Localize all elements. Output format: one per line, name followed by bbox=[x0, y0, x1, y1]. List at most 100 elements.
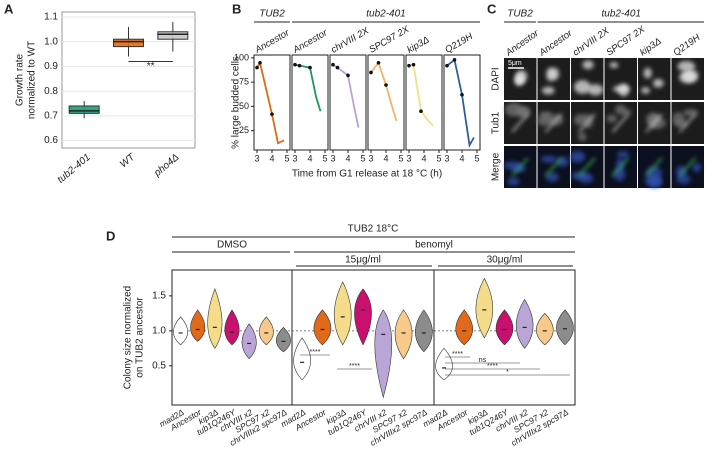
violin bbox=[455, 309, 473, 346]
y-tick-label: 50 bbox=[239, 101, 249, 111]
cell-blob bbox=[574, 80, 591, 94]
violin bbox=[394, 309, 413, 360]
x-tick-label: 3 bbox=[444, 153, 449, 163]
violin bbox=[515, 298, 534, 349]
cell-blob bbox=[692, 162, 701, 172]
panel-title: Ancestor bbox=[290, 27, 330, 56]
header: TUB2 18°C bbox=[348, 224, 399, 235]
annotation: ** bbox=[147, 61, 155, 72]
x-tick-label: 4 bbox=[383, 153, 388, 163]
panel-title: Q219H bbox=[443, 31, 475, 56]
annotation: * bbox=[506, 369, 509, 376]
point bbox=[297, 63, 302, 68]
y-tick-label: 0.9 bbox=[44, 61, 58, 72]
x-tick-label: 3 bbox=[292, 153, 297, 163]
violin bbox=[354, 288, 372, 346]
cell-blob bbox=[648, 117, 666, 129]
cell-blob bbox=[679, 71, 696, 84]
spindle bbox=[578, 157, 596, 177]
x-tick-label: 4 bbox=[459, 153, 464, 163]
spindle bbox=[645, 113, 663, 133]
x-tick-label: 3 bbox=[254, 153, 259, 163]
line bbox=[294, 63, 322, 112]
row-label: Merge bbox=[491, 152, 502, 181]
panel-letter: D bbox=[106, 228, 115, 243]
y-tick-label: 25 bbox=[239, 125, 249, 135]
micrograph bbox=[638, 58, 671, 100]
panel-title: SPC97 2X bbox=[367, 24, 411, 56]
x-tick-label: 5 bbox=[474, 153, 479, 163]
x-tick-label: WT bbox=[118, 151, 138, 170]
header: tub2-401 bbox=[366, 9, 405, 20]
line bbox=[446, 58, 475, 148]
panel-title: kip3Δ bbox=[405, 34, 431, 55]
y-tick-label: 0.5 bbox=[152, 360, 166, 371]
y-tick-label: 75 bbox=[239, 77, 249, 87]
spindle bbox=[678, 113, 697, 133]
y-axis-label: Colony size normalized bbox=[123, 286, 134, 389]
row-label: DAPI bbox=[491, 67, 502, 90]
spindle bbox=[511, 113, 529, 133]
column-title: Ancestor bbox=[537, 28, 576, 60]
x-tick-label: 5 bbox=[398, 153, 403, 163]
x-tick-label: 3 bbox=[368, 153, 373, 163]
cell-blob bbox=[613, 167, 626, 181]
annotation: **** bbox=[310, 349, 321, 356]
y-axis-label: normalized to WT bbox=[27, 41, 38, 119]
point bbox=[308, 65, 312, 70]
cell-blob bbox=[676, 174, 691, 184]
scale-bar: 5μm bbox=[508, 60, 522, 67]
dose: 30μg/ml bbox=[487, 255, 523, 266]
spindle bbox=[578, 113, 596, 133]
y-tick-label: 1.1 bbox=[44, 12, 58, 23]
treatment: benomyl bbox=[415, 240, 453, 251]
spindle bbox=[611, 157, 630, 177]
cell-blob bbox=[541, 86, 555, 95]
x-axis-label: Time from G1 release at 18 °C (h) bbox=[292, 169, 442, 180]
panel-letter: B bbox=[232, 1, 241, 16]
point bbox=[331, 62, 335, 67]
cell-blob bbox=[569, 150, 586, 163]
cell-blob bbox=[616, 158, 625, 171]
violin bbox=[241, 323, 257, 360]
treatment: DMSO bbox=[217, 240, 247, 251]
point bbox=[335, 65, 340, 70]
panel-frame bbox=[253, 54, 291, 151]
point bbox=[293, 62, 297, 67]
y-tick-label: 1.5 bbox=[152, 291, 166, 302]
violin bbox=[333, 281, 352, 346]
cell-blob bbox=[546, 67, 555, 82]
y-axis-label: % large budded cells bbox=[231, 56, 242, 149]
panel-frame bbox=[329, 54, 367, 151]
violin bbox=[475, 277, 494, 339]
line bbox=[408, 63, 434, 127]
column-title: kip3Δ bbox=[638, 36, 664, 59]
x-tick-label: 4 bbox=[307, 153, 312, 163]
point bbox=[258, 60, 262, 65]
point bbox=[255, 65, 259, 70]
header: TUB2 bbox=[507, 9, 533, 20]
panel-frame bbox=[443, 54, 481, 151]
spindle bbox=[611, 113, 630, 133]
x-tick-label: 5 bbox=[284, 153, 289, 163]
point bbox=[369, 70, 373, 75]
violin bbox=[415, 309, 433, 353]
cell-blob bbox=[641, 87, 650, 94]
cell-blob bbox=[606, 114, 617, 123]
line bbox=[332, 63, 360, 128]
box bbox=[113, 38, 144, 48]
point bbox=[411, 62, 416, 67]
point bbox=[460, 92, 464, 97]
x-tick-label: 5 bbox=[322, 153, 327, 163]
spindle bbox=[511, 157, 529, 177]
cell-blob bbox=[647, 175, 663, 189]
spindle bbox=[544, 157, 563, 177]
x-tick-label: 3 bbox=[406, 153, 411, 163]
violin bbox=[173, 316, 189, 346]
spindle bbox=[544, 113, 563, 133]
point bbox=[376, 60, 381, 65]
x-tick-label: pho4Δ bbox=[151, 152, 181, 180]
spindle bbox=[678, 157, 697, 177]
panel-title: chrVIII 2X bbox=[329, 25, 371, 56]
y-axis-label: on TUB2 ancestor bbox=[135, 297, 146, 378]
